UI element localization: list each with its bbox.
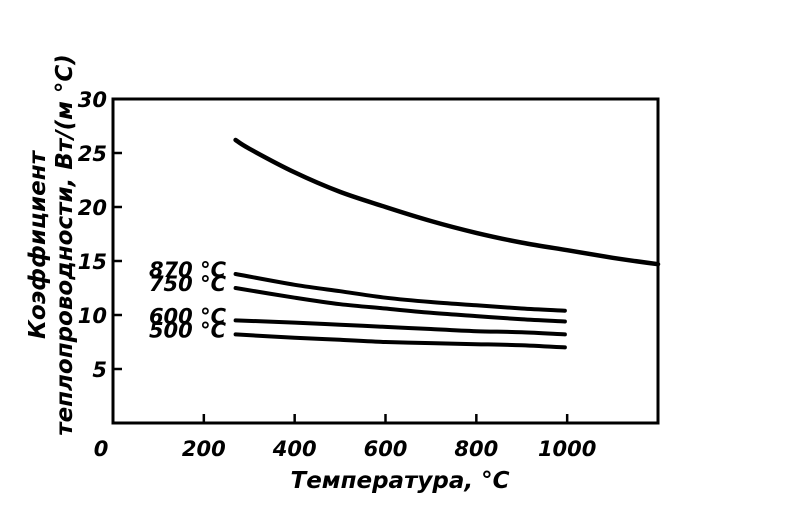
y-tick-label: 10 [78, 304, 107, 328]
series-label: 500 °C [149, 318, 227, 342]
y-tick-label: 25 [78, 142, 107, 166]
series-label: 870 °C [149, 258, 227, 282]
x-tick-label: 400 [272, 437, 317, 461]
series-line-main [233, 137, 661, 267]
series-lines [233, 137, 661, 350]
series-line-870 [233, 272, 567, 313]
x-tick-label: 600 [364, 437, 408, 461]
y-tick-label: 30 [78, 88, 107, 112]
series-label: 600 °C [149, 304, 227, 328]
y-tick-label: 15 [78, 250, 107, 274]
series-line-500 [233, 332, 567, 350]
series-line-600 [233, 318, 567, 337]
x-axis-ticks: 0 200 400 600 800 1000 [94, 414, 596, 461]
series-label: 750 °C [149, 272, 227, 296]
plot-area: 0 200 400 600 800 1000 5 10 15 20 25 30 870 °C750 … [78, 88, 661, 461]
y-axis-title-line2: теплопроводности, Вт/(м °С) [52, 54, 78, 436]
y-axis-ticks: 5 10 15 20 25 30 [78, 88, 122, 382]
x-tick-label: 200 [182, 437, 226, 461]
x-tick-label: 0 [94, 437, 109, 461]
x-tick-label: 800 [454, 437, 498, 461]
x-tick-label: 1000 [538, 437, 596, 461]
y-axis-title-line1: Коэффициент [25, 149, 51, 339]
y-tick-label: 20 [78, 196, 107, 220]
y-tick-label: 5 [92, 358, 107, 382]
series-line-750 [233, 286, 567, 324]
x-axis-title: Температура, °C [291, 468, 510, 494]
